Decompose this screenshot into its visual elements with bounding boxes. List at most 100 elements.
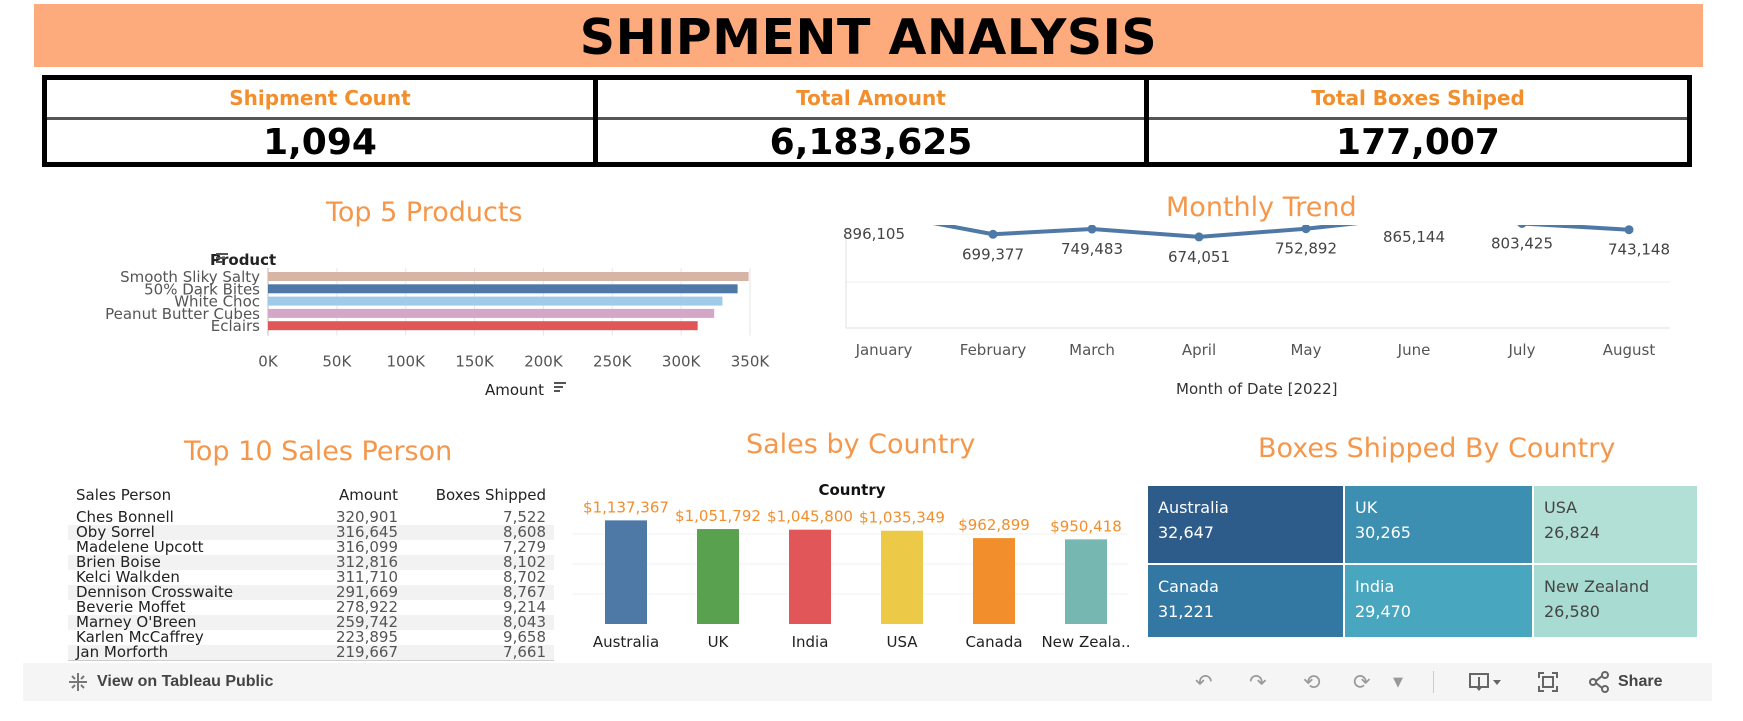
monthly-trend-title: Monthly Trend (1166, 192, 1357, 223)
product-bar[interactable] (268, 296, 723, 306)
kpi-value: 177,007 (1336, 122, 1500, 163)
x-tick-label: 0K (258, 353, 279, 371)
product-bar[interactable] (268, 284, 738, 294)
trend-point[interactable] (1517, 225, 1527, 228)
share-icon[interactable] (1588, 671, 1610, 693)
trend-point[interactable] (1087, 225, 1097, 234)
trend-data-label: 749,483 (1061, 240, 1123, 258)
sort-icon[interactable] (554, 382, 566, 392)
trend-point[interactable] (1301, 225, 1311, 234)
sort-icon[interactable] (216, 253, 228, 263)
country-bar[interactable] (1065, 539, 1107, 624)
table-row[interactable]: Oby Sorrel 316,645 8,608 (68, 525, 554, 540)
x-tick-label: 350K (731, 353, 771, 371)
trend-point[interactable] (1194, 232, 1204, 242)
x-tick-label: 200K (524, 353, 564, 371)
trend-line (932, 225, 1630, 239)
country-tick-label: Canada (965, 633, 1022, 651)
table-row[interactable]: Ches Bonnell 320,901 7,522 (68, 510, 554, 525)
country-bar[interactable] (789, 529, 831, 624)
boxes-cell: 9,214 (503, 600, 546, 615)
column-header: Boxes Shipped (435, 486, 546, 504)
top-products-title: Top 5 Products (326, 197, 523, 228)
country-bar[interactable] (605, 520, 647, 624)
x-tick-label: 250K (593, 353, 633, 371)
boxes-by-country-title: Boxes Shipped By Country (1258, 433, 1616, 464)
amount-cell: 311,710 (335, 570, 398, 585)
country-value-label: $1,137,367 (583, 498, 669, 516)
treemap-cell[interactable]: India 29,470 (1344, 564, 1533, 638)
sales-person-name: Ches Bonnell (76, 510, 174, 525)
boxes-cell: 7,522 (503, 510, 546, 525)
amount-cell: 291,669 (335, 585, 398, 600)
share-button[interactable]: Share (1618, 673, 1663, 690)
revert-icon[interactable]: ⟲ (1303, 670, 1321, 694)
amount-cell: 259,742 (335, 615, 398, 630)
kpi-label: Total Amount (598, 80, 1144, 120)
monthly-trend-chart: 896,105 January 699,377 February 749,483 Marc… (843, 225, 1670, 398)
country-bar[interactable] (973, 538, 1015, 624)
treemap-country: USA (1544, 498, 1578, 517)
table-row[interactable]: Madelene Upcott 316,099 7,279 (68, 540, 554, 555)
product-label: White Choc (174, 293, 260, 311)
trend-data-label: 752,892 (1275, 240, 1337, 258)
kpi-total-boxes: Total Boxes Shiped 177,007 (1149, 80, 1687, 163)
boxes-cell: 9,658 (503, 630, 546, 645)
column-header: Sales Person (76, 486, 172, 504)
sales-person-name: Jan Morforth (76, 645, 169, 660)
treemap-country: India (1355, 577, 1395, 596)
download-icon[interactable] (1468, 671, 1504, 693)
trend-point[interactable] (988, 229, 998, 239)
amount-axis-label: Amount (485, 381, 544, 399)
treemap-cell[interactable]: New Zealand 26,580 (1533, 564, 1698, 638)
country-bar[interactable] (697, 529, 739, 624)
trend-data-label: 699,377 (962, 245, 1024, 263)
month-tick-label: March (1069, 341, 1115, 359)
kpi-table: Shipment Count 1,094 Total Amount 6,183,… (42, 75, 1692, 167)
product-label: 50% Dark Bites (144, 280, 260, 298)
tableau-logo-icon[interactable] (67, 671, 89, 693)
country-tick-label: Australia (593, 633, 659, 651)
fullscreen-icon[interactable] (1537, 671, 1559, 693)
table-bottom-border (68, 660, 554, 661)
product-bar[interactable] (268, 308, 715, 318)
boxes-cell: 8,102 (503, 555, 546, 570)
country-value-label: $1,045,800 (767, 508, 853, 526)
x-tick-label: 50K (322, 353, 352, 371)
product-bar[interactable] (268, 321, 698, 331)
product-bar[interactable] (268, 272, 749, 281)
refresh-icon[interactable]: ⟳ (1353, 670, 1371, 694)
x-tick-label: 100K (386, 353, 426, 371)
boxes-cell: 8,608 (503, 525, 546, 540)
sales-person-name: Karlen McCaffrey (76, 630, 204, 645)
country-bar[interactable] (881, 530, 923, 624)
kpi-divider (593, 80, 598, 162)
redo-icon[interactable]: ↷ (1249, 670, 1267, 694)
trend-point[interactable] (1624, 225, 1634, 235)
sales-person-name: Beverie Moffet (76, 600, 186, 615)
sales-person-name: Kelci Walkden (76, 570, 180, 585)
table-row[interactable]: Brien Boise 312,816 8,102 (68, 555, 554, 570)
table-row[interactable]: Kelci Walkden 311,710 8,702 (68, 570, 554, 585)
treemap-cell[interactable]: UK 30,265 (1344, 485, 1533, 564)
view-on-tableau-link[interactable]: View on Tableau Public (97, 673, 274, 690)
chevron-down-icon[interactable]: ▼ (1393, 675, 1403, 690)
country-value-label: $1,035,349 (859, 509, 945, 527)
country-tick-label: UK (708, 633, 730, 651)
boxes-treemap: Australia 32,647 UK 30,265 USA 26,824 Canada 31… (1147, 485, 1698, 638)
treemap-country: Canada (1158, 577, 1219, 596)
treemap-country: UK (1355, 498, 1378, 517)
country-value-label: $950,418 (1050, 517, 1122, 535)
treemap-cell[interactable]: Australia 32,647 (1147, 485, 1344, 564)
table-row[interactable]: Marney O'Breen 259,742 8,043 (68, 615, 554, 630)
treemap-cell[interactable]: USA 26,824 (1533, 485, 1698, 564)
table-row[interactable]: Dennison Crosswaite 291,669 8,767 (68, 585, 554, 600)
kpi-label: Total Boxes Shiped (1149, 80, 1687, 120)
table-row[interactable]: Beverie Moffet 278,922 9,214 (68, 600, 554, 615)
table-row[interactable]: Jan Morforth 219,667 7,661 (68, 645, 554, 660)
table-row[interactable]: Karlen McCaffrey 223,895 9,658 (68, 630, 554, 645)
undo-icon[interactable]: ↶ (1195, 670, 1213, 694)
treemap-cell[interactable]: Canada 31,221 (1147, 564, 1344, 638)
sales-person-name: Brien Boise (76, 555, 161, 570)
trend-data-label: 803,425 (1491, 234, 1553, 252)
